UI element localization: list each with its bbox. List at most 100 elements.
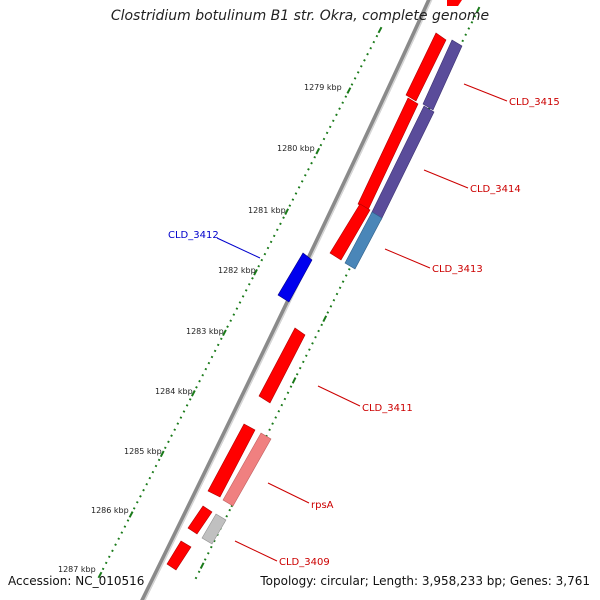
minor-tick (104, 561, 108, 565)
minor-tick (369, 46, 372, 50)
minor-tick (283, 397, 287, 401)
minor-tick (356, 71, 360, 74)
minor-tick (203, 558, 207, 561)
major-tick (199, 562, 205, 569)
gene-feature-cld3412[interactable] (277, 252, 313, 303)
minor-tick (288, 204, 292, 207)
minor-tick (201, 373, 204, 377)
outer-tick-ring (97, 26, 383, 579)
minor-tick (280, 403, 284, 407)
minor-tick (366, 52, 369, 56)
cog-feature-cld3409[interactable] (201, 513, 227, 545)
tick-label-1282: 1282 kbp (218, 266, 256, 275)
minor-tick (353, 77, 357, 80)
minor-tick (291, 198, 295, 201)
minor-tick (213, 349, 217, 353)
minor-tick (263, 252, 267, 256)
gene-feature-cld3409-red[interactable] (187, 505, 213, 535)
minor-tick (310, 161, 313, 165)
minor-tick (297, 186, 301, 189)
minor-tick (157, 458, 161, 462)
minor-tick (111, 549, 114, 553)
minor-tick (268, 428, 271, 432)
minor-tick (207, 361, 211, 365)
minor-tick (329, 305, 333, 308)
minor-tick (216, 343, 220, 347)
minor-tick (317, 329, 320, 333)
gene-label-cld3414[interactable]: CLD_3414 (470, 184, 521, 195)
minor-tick (248, 283, 251, 286)
minor-tick (322, 137, 326, 141)
minor-tick (319, 143, 323, 147)
major-tick (191, 390, 196, 397)
gene-feature-bottom-red[interactable] (166, 540, 192, 571)
minor-tick (286, 391, 290, 395)
minor-tick (251, 277, 254, 280)
genome-summary-text: Topology: circular; Length: 3,958,233 bp… (260, 574, 590, 588)
minor-tick (197, 570, 201, 574)
minor-tick (464, 33, 467, 36)
gene-feature-cld3413-red[interactable] (329, 203, 371, 261)
minor-tick (101, 567, 105, 571)
major-tick (159, 450, 165, 458)
minor-tick (108, 555, 111, 559)
map-title: Clostridium botulinum B1 str. Okra, comp… (110, 8, 490, 24)
minor-tick (467, 27, 471, 30)
minor-tick (151, 470, 155, 474)
cog-feature-cld3413[interactable] (344, 211, 383, 270)
minor-tick (313, 155, 316, 159)
minor-tick (341, 101, 344, 104)
tick-label-1284: 1284 kbp (155, 387, 193, 396)
minor-tick (238, 301, 242, 304)
minor-tick (304, 174, 307, 177)
minor-tick (470, 21, 474, 24)
minor-tick (338, 107, 341, 110)
minor-tick (226, 325, 229, 328)
minor-tick (170, 434, 173, 437)
cog-feature-rpsa[interactable] (222, 432, 272, 507)
minor-tick (326, 311, 330, 314)
gene-feature-top[interactable] (447, 0, 462, 6)
minor-tick (120, 531, 124, 534)
minor-tick (341, 280, 345, 283)
minor-tick (335, 292, 339, 296)
minor-tick (335, 113, 338, 117)
minor-tick (305, 354, 308, 357)
major-tick (284, 208, 289, 215)
minor-tick (266, 246, 270, 250)
major-tick (377, 26, 383, 34)
minor-tick (308, 348, 311, 351)
minor-tick (176, 422, 180, 425)
minor-tick (350, 83, 354, 86)
minor-tick (332, 298, 336, 302)
gene-label-cld3409[interactable]: CLD_3409 (279, 557, 330, 568)
minor-tick (344, 95, 348, 98)
gene-feature-cld3415-red[interactable] (405, 32, 447, 102)
minor-tick (274, 416, 277, 419)
gene-feature-cld3411[interactable] (258, 327, 306, 404)
minor-tick (295, 373, 299, 376)
gene-feature-rpsa-red[interactable] (207, 423, 256, 498)
minor-tick (148, 476, 152, 480)
major-tick (322, 315, 328, 323)
minor-tick (360, 65, 363, 68)
minor-tick (298, 366, 302, 370)
cog-feature-cld3415[interactable] (422, 39, 463, 111)
minor-tick (229, 319, 232, 322)
minor-tick (132, 507, 136, 510)
minor-tick (228, 508, 231, 512)
minor-tick (182, 410, 186, 413)
minor-tick (167, 440, 170, 444)
gene-label-cld3411[interactable]: CLD_3411 (362, 403, 413, 414)
minor-tick (179, 416, 183, 419)
gene-label-cld3412[interactable]: CLD_3412 (168, 230, 219, 241)
gene-label-rpsa[interactable]: rpsA (311, 500, 334, 511)
major-tick (253, 268, 258, 276)
minor-tick (198, 379, 201, 383)
major-tick (475, 6, 481, 14)
gene-label-cld3413[interactable]: CLD_3413 (432, 264, 483, 275)
gene-label-cld3415[interactable]: CLD_3415 (509, 97, 560, 108)
major-tick (97, 571, 103, 579)
major-tick (128, 511, 134, 518)
